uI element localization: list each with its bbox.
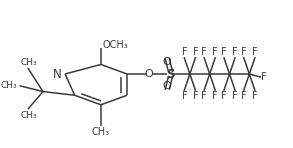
Text: F: F [261, 72, 266, 82]
Text: OCH₃: OCH₃ [102, 40, 128, 50]
Text: F: F [241, 47, 247, 57]
Text: F: F [212, 91, 218, 101]
Text: F: F [182, 47, 187, 57]
Text: S: S [166, 67, 175, 81]
Text: F: F [221, 91, 227, 101]
Text: F: F [221, 47, 227, 57]
Text: F: F [241, 91, 247, 101]
Text: F: F [252, 91, 258, 101]
Text: O: O [163, 81, 171, 91]
Text: CH₃: CH₃ [1, 81, 17, 90]
Text: N: N [53, 67, 62, 81]
Text: F: F [232, 91, 238, 101]
Text: F: F [193, 91, 198, 101]
Text: O: O [145, 69, 154, 79]
Text: F: F [232, 47, 238, 57]
Text: CH₃: CH₃ [21, 58, 38, 67]
Text: O: O [163, 57, 171, 67]
Text: F: F [201, 47, 207, 57]
Text: F: F [182, 91, 187, 101]
Text: CH₃: CH₃ [21, 111, 38, 120]
Text: CH₃: CH₃ [92, 127, 110, 137]
Text: F: F [201, 91, 207, 101]
Text: F: F [193, 47, 198, 57]
Text: F: F [212, 47, 218, 57]
Text: F: F [252, 47, 258, 57]
